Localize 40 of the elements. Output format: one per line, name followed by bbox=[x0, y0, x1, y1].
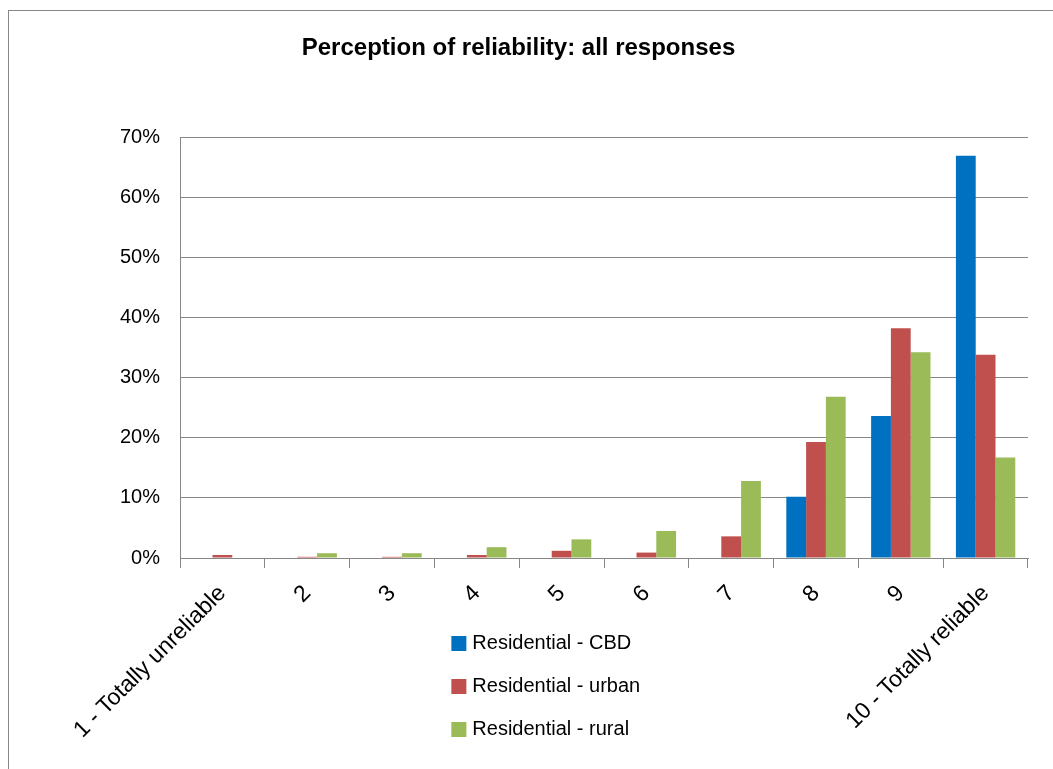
bar bbox=[212, 554, 233, 558]
y-tick-label: 20% bbox=[119, 425, 161, 448]
y-tick-label: 40% bbox=[119, 304, 161, 327]
bar bbox=[721, 536, 742, 558]
bar bbox=[910, 352, 931, 558]
y-tick-label: 60% bbox=[119, 184, 161, 207]
bar bbox=[871, 416, 891, 558]
y-tick-label: 50% bbox=[119, 244, 161, 267]
x-tick-label: 5 bbox=[542, 579, 570, 607]
bar bbox=[401, 553, 422, 558]
chart-title: Perception of reliability: all responses bbox=[301, 33, 736, 61]
x-tick-label: 7 bbox=[711, 579, 740, 607]
x-tick-label: 3 bbox=[372, 579, 401, 607]
bar bbox=[825, 396, 846, 558]
bar bbox=[317, 553, 337, 558]
x-tick-label: 4 bbox=[457, 579, 485, 607]
bar bbox=[995, 457, 1016, 558]
bar bbox=[741, 481, 761, 558]
bar bbox=[551, 550, 572, 558]
legend-label: Residential - CBD bbox=[472, 630, 632, 653]
bar bbox=[466, 554, 487, 558]
x-tick-label: 9 bbox=[881, 579, 909, 607]
bar bbox=[975, 354, 996, 558]
x-tick-label: 2 bbox=[287, 579, 316, 607]
bar bbox=[806, 441, 826, 558]
bar bbox=[486, 547, 507, 558]
legend-label: Residential - urban bbox=[472, 673, 641, 696]
bar bbox=[890, 328, 911, 558]
bar bbox=[571, 539, 592, 558]
legend-label: Residential - rural bbox=[472, 716, 630, 739]
x-tick-label: 8 bbox=[796, 579, 825, 607]
bar bbox=[636, 552, 657, 558]
x-tick-label: 6 bbox=[626, 579, 655, 607]
y-tick-label: 30% bbox=[119, 365, 161, 388]
y-tick-label: 70% bbox=[119, 124, 161, 147]
bar bbox=[656, 530, 677, 558]
bar bbox=[955, 155, 976, 558]
y-tick-label: 0% bbox=[131, 545, 161, 568]
bar bbox=[786, 496, 807, 558]
y-tick-label: 10% bbox=[119, 485, 161, 508]
